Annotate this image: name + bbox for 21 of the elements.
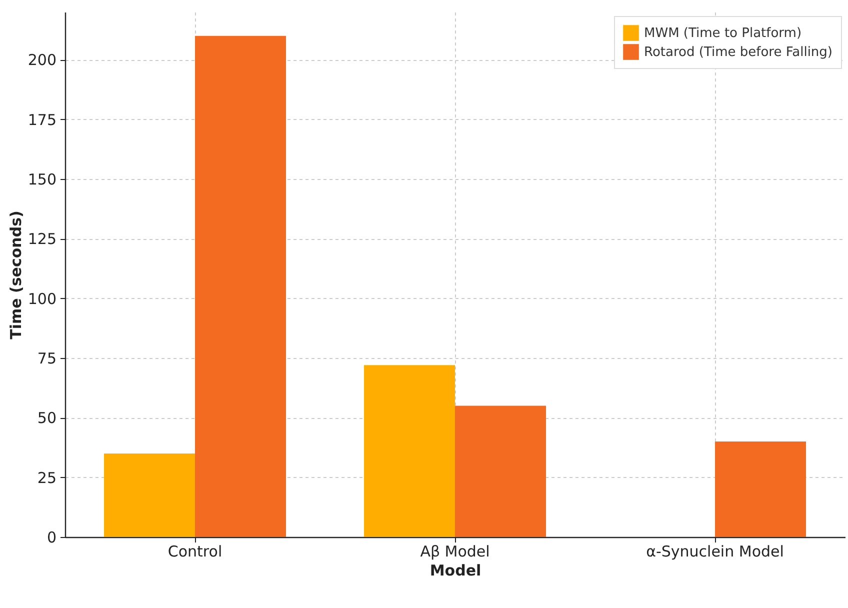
bar — [715, 442, 806, 537]
y-tick-label: 100 — [28, 290, 56, 308]
y-tick-label: 175 — [28, 110, 56, 129]
legend-label: MWM (Time to Platform) — [644, 26, 802, 41]
x-tick-label: Control — [168, 542, 222, 560]
y-tick-label: 25 — [37, 468, 56, 487]
x-tick-label: Aβ Model — [420, 542, 490, 560]
y-tick-label: 150 — [28, 170, 56, 189]
y-tick-label: 50 — [37, 409, 56, 428]
y-tick-label: 75 — [37, 350, 56, 368]
bar — [195, 36, 286, 537]
y-axis-title: Time (seconds) — [6, 210, 25, 340]
x-axis-title: Model — [430, 562, 482, 580]
y-tick-label: 0 — [46, 528, 56, 546]
legend-label: Rotarod (Time before Falling) — [644, 45, 832, 60]
bar — [364, 365, 455, 537]
x-tick-label: α-Synuclein Model — [646, 542, 784, 560]
bar — [455, 406, 546, 537]
bar — [104, 453, 195, 537]
y-tick-label: 125 — [28, 230, 56, 248]
y-tick-label: 200 — [28, 51, 56, 70]
